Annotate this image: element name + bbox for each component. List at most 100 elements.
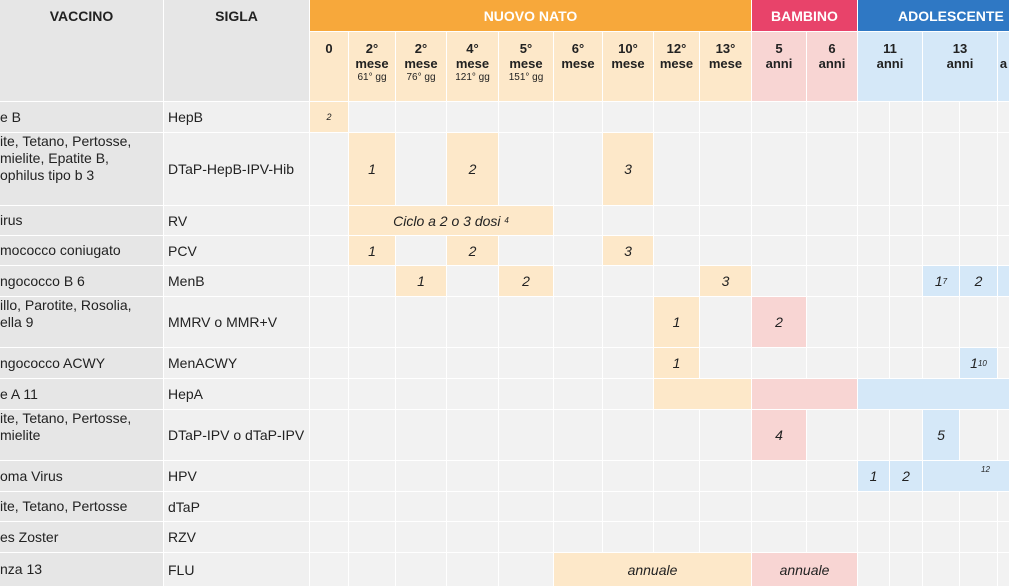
vaccine-abbr: HPV	[164, 461, 309, 491]
empty-cell	[960, 133, 997, 205]
empty-cell	[923, 348, 959, 378]
empty-cell	[447, 379, 498, 409]
empty-cell	[858, 522, 889, 552]
dose-cell: 3	[603, 236, 653, 265]
age-header: 0	[310, 32, 348, 101]
empty-cell	[554, 522, 602, 552]
empty-cell	[603, 379, 653, 409]
empty-cell	[858, 410, 889, 460]
empty-cell	[960, 297, 997, 347]
vaccine-abbr: RV	[164, 206, 309, 235]
empty-cell	[396, 236, 446, 265]
empty-cell	[998, 206, 1009, 235]
empty-cell	[998, 410, 1009, 460]
empty-cell	[349, 379, 395, 409]
empty-cell	[654, 102, 699, 132]
age-header: a	[998, 32, 1009, 101]
age-header: 6 anni	[807, 32, 857, 101]
group-adolescent: ADOLESCENTE	[858, 0, 1009, 31]
empty-cell	[998, 236, 1009, 265]
empty-cell	[554, 206, 602, 235]
empty-cell	[890, 492, 922, 521]
empty-cell	[923, 553, 959, 586]
empty-cell	[349, 461, 395, 491]
empty-cell	[499, 379, 553, 409]
empty-cell	[890, 133, 922, 205]
empty-cell	[349, 297, 395, 347]
empty-cell	[603, 266, 653, 296]
empty-cell	[396, 133, 446, 205]
age-header: 4° mese 121° gg	[447, 32, 498, 101]
empty-cell	[603, 102, 653, 132]
empty-cell	[499, 410, 553, 460]
dose-cell: 4	[752, 410, 806, 460]
empty-cell	[858, 266, 889, 296]
empty-cell	[752, 236, 806, 265]
empty-cell	[310, 379, 348, 409]
empty-cell	[700, 522, 751, 552]
empty-cell	[960, 410, 997, 460]
empty-cell	[752, 461, 806, 491]
empty-cell	[310, 492, 348, 521]
empty-cell	[310, 133, 348, 205]
empty-cell	[554, 266, 602, 296]
empty-cell	[310, 206, 348, 235]
vaccine-abbr: RZV	[164, 522, 309, 552]
empty-cell	[654, 492, 699, 521]
empty-cell	[807, 410, 857, 460]
vaccine-name: oma Virus	[0, 461, 163, 491]
empty-cell	[554, 492, 602, 521]
empty-cell	[654, 461, 699, 491]
empty-cell	[349, 492, 395, 521]
dose-cell: 2	[499, 266, 553, 296]
empty-cell	[310, 522, 348, 552]
empty-cell	[554, 236, 602, 265]
empty-cell	[700, 236, 751, 265]
empty-cell	[858, 133, 889, 205]
empty-cell	[554, 410, 602, 460]
empty-cell	[700, 297, 751, 347]
empty-cell	[396, 348, 446, 378]
empty-cell	[807, 461, 857, 491]
vaccine-column-header: VACCINO	[0, 0, 163, 101]
empty-cell	[700, 102, 751, 132]
dose-range	[858, 379, 1009, 409]
dose-cell: 2	[447, 236, 498, 265]
vaccine-name: irus	[0, 206, 163, 235]
empty-cell	[554, 461, 602, 491]
empty-cell	[858, 348, 889, 378]
dose-range: annuale	[554, 553, 751, 586]
empty-cell	[890, 297, 922, 347]
dose-cell: 1	[654, 348, 699, 378]
empty-cell	[554, 297, 602, 347]
empty-cell	[654, 266, 699, 296]
empty-cell	[890, 410, 922, 460]
empty-cell	[396, 522, 446, 552]
vaccine-abbr: FLU	[164, 553, 309, 586]
empty-cell	[700, 461, 751, 491]
dose-cell: 1	[396, 266, 446, 296]
empty-cell	[858, 102, 889, 132]
dose-cell: 2	[752, 297, 806, 347]
vaccine-abbr: MenACWY	[164, 348, 309, 378]
empty-cell	[310, 461, 348, 491]
empty-cell	[396, 379, 446, 409]
empty-cell	[890, 348, 922, 378]
empty-cell	[752, 102, 806, 132]
empty-cell	[890, 236, 922, 265]
age-header: 12° mese	[654, 32, 699, 101]
dose-cell	[998, 266, 1009, 296]
empty-cell	[554, 379, 602, 409]
empty-cell	[447, 410, 498, 460]
age-header: 6° mese	[554, 32, 602, 101]
vaccine-abbr: PCV	[164, 236, 309, 265]
empty-cell	[923, 236, 959, 265]
empty-cell	[349, 348, 395, 378]
empty-cell	[890, 266, 922, 296]
empty-cell	[499, 348, 553, 378]
empty-cell	[447, 461, 498, 491]
empty-cell	[654, 206, 699, 235]
empty-cell	[700, 133, 751, 205]
dose-range	[654, 379, 751, 409]
